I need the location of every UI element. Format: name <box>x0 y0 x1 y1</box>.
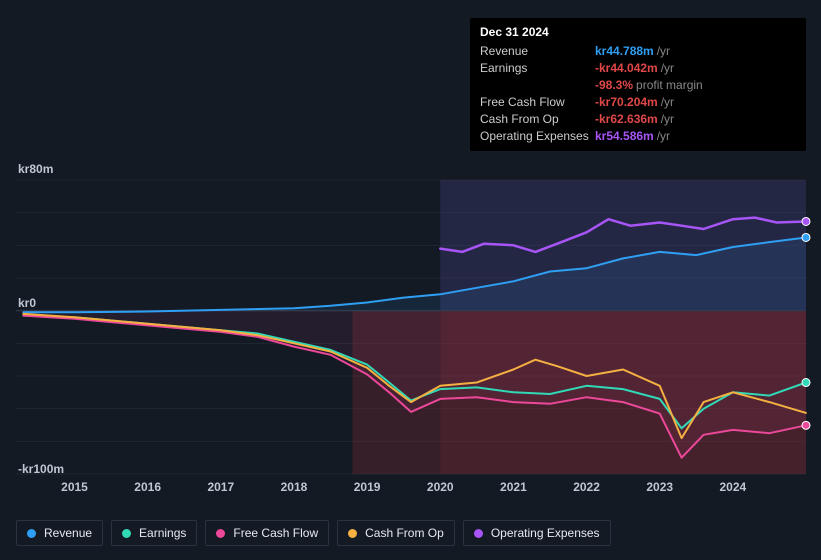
tooltip-row-label: Cash From Op <box>480 111 595 128</box>
x-axis-tick-label: 2024 <box>719 480 746 494</box>
legend-swatch-icon <box>27 529 36 538</box>
tooltip-row-value: kr44.788m/yr <box>595 43 670 60</box>
tooltip-row-label: Revenue <box>480 43 595 60</box>
tooltip-row-value: kr54.586m/yr <box>595 128 670 145</box>
legend-label: Operating Expenses <box>491 526 600 540</box>
y-axis-tick-label: kr80m <box>18 162 53 176</box>
tooltip-row-label: Free Cash Flow <box>480 94 595 111</box>
y-axis-tick-label: -kr100m <box>18 462 64 476</box>
tooltip-row-value: -kr70.204m/yr <box>595 94 674 111</box>
x-axis-tick-label: 2019 <box>354 480 381 494</box>
x-axis-tick-label: 2016 <box>134 480 161 494</box>
x-axis-tick-label: 2017 <box>207 480 234 494</box>
x-axis-tick-label: 2020 <box>427 480 454 494</box>
tooltip-row-value: -kr62.636m/yr <box>595 111 674 128</box>
legend-label: Earnings <box>139 526 186 540</box>
legend-swatch-icon <box>474 529 483 538</box>
legend-item-fcf[interactable]: Free Cash Flow <box>205 520 329 546</box>
y-axis-tick-label: kr0 <box>18 296 36 310</box>
tooltip-subrow: -98.3%profit margin <box>480 77 796 94</box>
legend-label: Revenue <box>44 526 92 540</box>
legend-item-opex[interactable]: Operating Expenses <box>463 520 611 546</box>
x-axis-tick-label: 2021 <box>500 480 527 494</box>
tooltip-row: Operating Expenseskr54.586m/yr <box>480 128 796 145</box>
legend-item-cfo[interactable]: Cash From Op <box>337 520 455 546</box>
legend-item-earnings[interactable]: Earnings <box>111 520 197 546</box>
x-axis-tick-label: 2022 <box>573 480 600 494</box>
legend-swatch-icon <box>216 529 225 538</box>
x-axis-tick-label: 2015 <box>61 480 88 494</box>
legend-item-revenue[interactable]: Revenue <box>16 520 103 546</box>
legend-swatch-icon <box>122 529 131 538</box>
legend-swatch-icon <box>348 529 357 538</box>
tooltip-title: Dec 31 2024 <box>480 24 796 41</box>
x-axis-tick-label: 2018 <box>281 480 308 494</box>
x-axis-tick-label: 2023 <box>646 480 673 494</box>
tooltip-row: Revenuekr44.788m/yr <box>480 43 796 60</box>
tooltip-row: Free Cash Flow-kr70.204m/yr <box>480 94 796 111</box>
legend-label: Cash From Op <box>365 526 444 540</box>
chart-tooltip: Dec 31 2024 Revenuekr44.788m/yrEarnings-… <box>470 18 806 151</box>
tooltip-row: Cash From Op-kr62.636m/yr <box>480 111 796 128</box>
tooltip-row: Earnings-kr44.042m/yr <box>480 60 796 77</box>
tooltip-row-label: Operating Expenses <box>480 128 595 145</box>
chart-legend: Revenue Earnings Free Cash Flow Cash From O… <box>16 520 611 546</box>
legend-label: Free Cash Flow <box>233 526 318 540</box>
tooltip-row-label: Earnings <box>480 60 595 77</box>
tooltip-row-value: -kr44.042m/yr <box>595 60 674 77</box>
